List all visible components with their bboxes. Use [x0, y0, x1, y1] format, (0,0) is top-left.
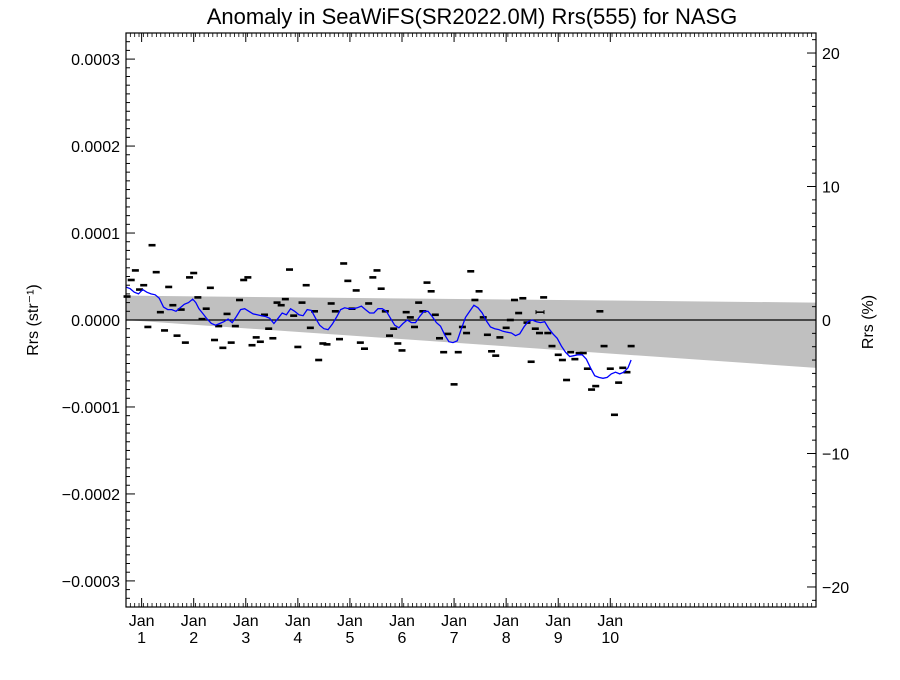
y-right-tick-label: 10	[822, 180, 840, 197]
x-tick-label-number: 7	[450, 630, 459, 647]
y-right-tick-label: 20	[822, 46, 840, 63]
x-tick-label-number: 5	[345, 630, 354, 647]
y-left-tick-label: 0.0003	[71, 52, 120, 69]
running-mean-line	[125, 286, 632, 379]
x-tick-label-number: 1	[137, 630, 146, 647]
y-axis-right-label: Rrs (%)	[860, 295, 877, 349]
x-tick-label-month: Jan	[493, 613, 519, 630]
x-tick-label-number: 8	[502, 630, 511, 647]
y-left-tick-label: 0.0001	[71, 226, 120, 243]
y-axis-left-label: Rrs (str⁻¹)	[25, 284, 42, 356]
y-left-tick-label: −0.0001	[62, 400, 120, 417]
x-tick-label-month: Jan	[181, 613, 207, 630]
x-tick-label-month: Jan	[337, 613, 363, 630]
x-tick-label-month: Jan	[129, 613, 155, 630]
y-left-tick-label: 0.0002	[71, 139, 120, 156]
y-right-tick-label: 0	[822, 313, 831, 330]
x-tick-label-number: 4	[293, 630, 302, 647]
y-left-tick-label: −0.0002	[62, 487, 120, 504]
x-tick-label-month: Jan	[597, 613, 623, 630]
x-tick-label-number: 10	[601, 630, 619, 647]
x-tick-label-month: Jan	[441, 613, 467, 630]
x-tick-label-month: Jan	[233, 613, 259, 630]
x-tick-label-number: 2	[189, 630, 198, 647]
uncertainty-band	[126, 295, 816, 368]
y-left-tick-label: −0.0003	[62, 574, 120, 591]
x-tick-label-month: Jan	[285, 613, 311, 630]
x-tick-label-month: Jan	[545, 613, 571, 630]
x-tick-label-number: 3	[241, 630, 250, 647]
y-left-tick-label: 0.0000	[71, 313, 120, 330]
x-tick-label-number: 9	[554, 630, 563, 647]
y-right-tick-label: −10	[822, 446, 849, 463]
y-right-tick-label: −20	[822, 580, 849, 597]
chart-title: Anomaly in SeaWiFS(SR2022.0M) Rrs(555) f…	[207, 4, 738, 29]
plot-area: 0.0003 0.0002 0.0001 0.0000 −0.0001 −0.0002 −0…	[62, 32, 849, 647]
x-tick-label-month: Jan	[389, 613, 415, 630]
x-tick-label-number: 6	[398, 630, 407, 647]
